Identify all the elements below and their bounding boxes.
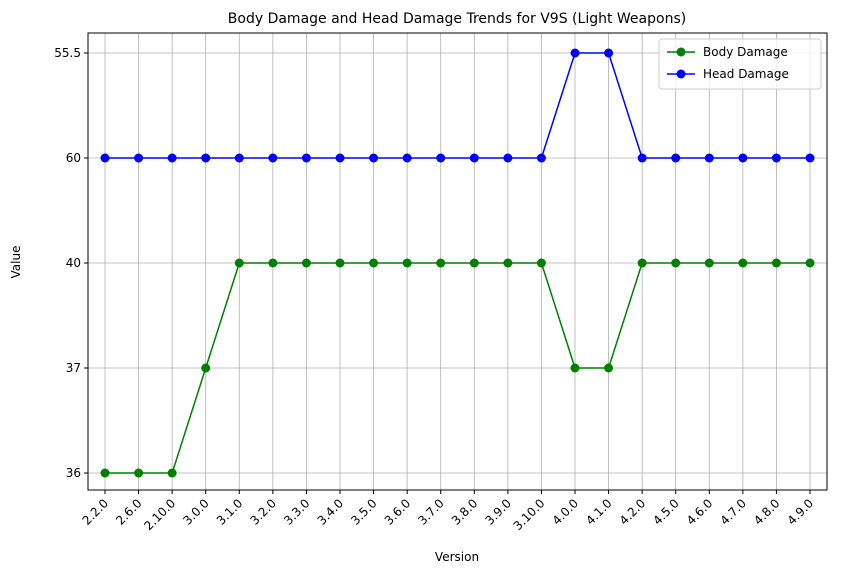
data-point [301,153,311,163]
data-point [134,153,144,163]
data-point [234,153,244,163]
legend-marker [676,69,686,79]
x-tick-label: 3.9.0 [482,496,513,527]
data-point [335,153,345,163]
data-point [704,258,714,268]
legend-label: Body Damage [703,45,788,59]
x-tick-label: 4.6.0 [684,496,715,527]
data-point [604,48,614,58]
data-point [570,48,580,58]
data-point [436,153,446,163]
x-tick-label: 3.7.0 [415,496,446,527]
x-tick-label: 3.6.0 [382,496,413,527]
x-tick-label: 3.8.0 [449,496,480,527]
data-point [469,258,479,268]
data-point [671,258,681,268]
x-tick-label: 4.0.0 [550,496,581,527]
x-tick-label: 2.10.0 [141,496,178,533]
data-point [805,153,815,163]
data-point [771,153,781,163]
data-point [100,468,110,478]
x-tick-label: 4.7.0 [717,496,748,527]
data-point [436,258,446,268]
x-tick-label: 4.9.0 [785,496,816,527]
data-point [369,153,379,163]
chart-title: Body Damage and Head Damage Trends for V… [228,11,686,27]
data-point [536,153,546,163]
data-point [738,258,748,268]
x-tick-label: 4.1.0 [583,496,614,527]
x-tick-label: 4.2.0 [617,496,648,527]
data-point [201,363,211,373]
x-tick-label: 4.8.0 [751,496,782,527]
series-line [105,262,810,474]
legend-box [658,38,822,90]
data-point [738,153,748,163]
data-point [503,153,513,163]
data-point [805,258,815,268]
data-point [604,363,614,373]
data-point [402,258,412,268]
data-point [167,468,177,478]
data-point [402,153,412,163]
data-point [369,258,379,268]
data-point [503,258,513,268]
data-point [100,153,110,163]
data-point [570,363,580,373]
x-tick-label: 2.2.0 [80,496,111,527]
y-tick-label: 37 [66,361,81,375]
data-point [536,258,546,268]
data-point [167,153,177,163]
data-point [234,258,244,268]
x-tick-label: 3.2.0 [247,496,278,527]
data-point [704,153,714,163]
y-axis-label: Value [9,246,23,279]
legend-marker [676,47,686,57]
x-axis-label: Version [435,550,479,564]
x-tick-label: 3.1.0 [214,496,245,527]
x-tick-label: 3.0.0 [180,496,211,527]
y-tick-label: 36 [66,466,81,480]
data-point [335,258,345,268]
x-tick-label: 2.6.0 [113,496,144,527]
legend-label: Head Damage [703,67,789,81]
series-line [105,52,810,159]
y-tick-label: 55.5 [54,46,81,60]
plot-frame [87,32,828,491]
data-point [201,153,211,163]
x-tick-label: 3.5.0 [348,496,379,527]
data-point [637,153,647,163]
y-tick-label: 60 [66,151,81,165]
x-tick-label: 3.3.0 [281,496,312,527]
data-point [268,258,278,268]
data-point [637,258,647,268]
x-tick-label: 3.10.0 [511,496,548,533]
data-point [469,153,479,163]
data-point [671,153,681,163]
y-tick-label: 40 [66,256,81,270]
data-point [301,258,311,268]
x-tick-label: 3.4.0 [315,496,346,527]
x-tick-label: 4.5.0 [650,496,681,527]
data-point [771,258,781,268]
data-point [268,153,278,163]
data-point [134,468,144,478]
grid [88,33,827,490]
